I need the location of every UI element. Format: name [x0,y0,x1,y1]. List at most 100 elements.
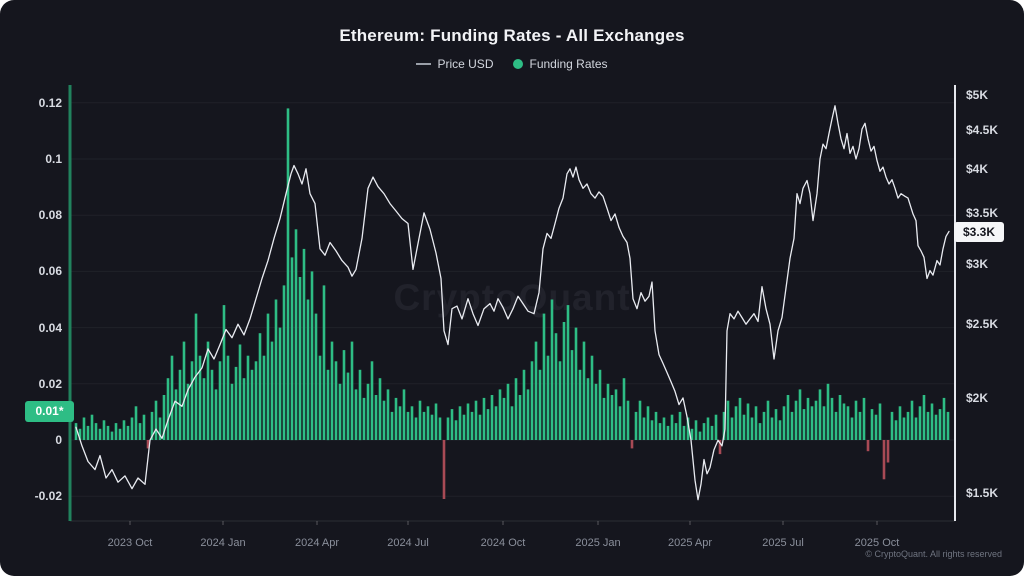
funding-bar [510,406,514,440]
funding-bar [182,341,186,440]
funding-bar [654,411,658,440]
funding-bar [598,369,602,441]
funding-bar [174,389,178,440]
funding-bar [554,333,558,440]
funding-bar [358,369,362,441]
funding-bar [810,406,814,440]
funding-bar [558,361,562,440]
funding-bar [286,108,290,441]
funding-bar [646,406,650,440]
legend-item-funding-rates[interactable]: Funding Rates [513,57,608,71]
funding-bar [438,417,442,440]
funding-bar [914,417,918,440]
funding-bar [242,378,246,440]
funding-bar [414,417,418,440]
funding-bar [766,400,770,440]
funding-bar [806,397,810,440]
funding-bar [930,403,934,440]
funding-bar [74,423,78,440]
funding-bar [206,341,210,440]
funding-bar [682,425,686,440]
funding-bar [830,397,834,440]
funding-bar [466,403,470,440]
funding-bar [574,327,578,440]
funding-bar [322,285,326,440]
price-line [75,105,950,501]
funding-bar [382,400,386,440]
funding-bar [662,417,666,440]
funding-bar [726,400,730,440]
funding-bar [714,414,718,440]
funding-bar [234,366,238,440]
funding-bar [442,440,446,499]
funding-bar [938,409,942,440]
left-axis-tick-label: -0.02 [34,489,62,504]
funding-bar [702,423,706,440]
funding-bar [110,431,114,440]
funding-bar [710,425,714,440]
funding-bar [890,411,894,440]
funding-bar [254,361,258,440]
left-axis-tick-label: 0.02 [38,376,62,391]
funding-bar [898,406,902,440]
funding-bar [338,383,342,440]
funding-bar [406,411,410,440]
funding-bar [118,428,122,440]
funding-bar [790,411,794,440]
funding-bar [374,395,378,440]
funding-bar [678,411,682,440]
funding-bar [902,417,906,440]
funding-bar [686,417,690,440]
funding-bar [622,378,626,440]
funding-bar [778,420,782,440]
funding-bar [874,414,878,440]
funding-bar [674,423,678,440]
line-marker-icon [416,63,432,65]
funding-bar [370,361,374,440]
funding-bar [878,403,882,440]
funding-bar [262,355,266,440]
x-axis-tick-label: 2024 Oct [480,537,526,549]
right-axis-tick-label: $3K [966,256,989,271]
chart-title: Ethereum: Funding Rates - All Exchanges [339,26,685,45]
funding-bar [762,411,766,440]
funding-bar [354,389,358,440]
funding-bar [578,369,582,441]
funding-bar [106,425,110,440]
funding-bar [650,420,654,440]
funding-bar [734,406,738,440]
funding-bar [230,383,234,440]
funding-bar [90,414,94,440]
funding-bar [434,403,438,440]
funding-bar [482,397,486,440]
funding-bar [238,344,242,440]
legend-item-price-usd[interactable]: Price USD [416,57,493,71]
funding-bar [862,397,866,440]
funding-bar [134,406,138,440]
right-axis-tick-label: $3.5K [966,205,999,220]
funding-bar [318,355,322,440]
funding-bar [562,322,566,440]
funding-bar [302,248,306,440]
funding-bar [918,406,922,440]
funding-bar [334,361,338,440]
funding-bar [114,423,118,440]
funding-bar [250,369,254,441]
funding-bar [946,411,950,440]
x-axis-tick-label: 2024 Jul [387,537,429,549]
funding-bar [582,341,586,440]
right-axis-tick-label: $4K [966,161,989,176]
funding-bar [522,369,526,441]
funding-bar [266,313,270,440]
funding-bar [642,417,646,440]
funding-bar [310,271,314,440]
x-axis-tick-label: 2025 Apr [667,537,713,549]
funding-bar [294,229,298,441]
funding-bar [130,417,134,440]
funding-bar [882,440,886,480]
funding-bar [854,400,858,440]
funding-bar [618,406,622,440]
funding-bar [518,395,522,440]
funding-bar [590,355,594,440]
